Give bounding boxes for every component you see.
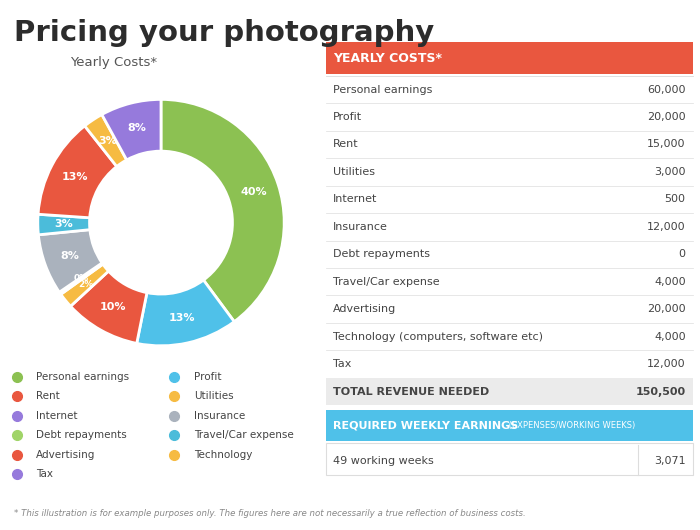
Text: Advertising: Advertising <box>36 449 95 460</box>
Text: 2%: 2% <box>78 279 93 288</box>
Text: Technology (computers, software etc): Technology (computers, software etc) <box>333 332 543 342</box>
Text: YEARLY COSTS*: YEARLY COSTS* <box>333 51 442 65</box>
Text: * This illustration is for example purposes only. The figures here are not neces: * This illustration is for example purpo… <box>14 509 526 518</box>
Text: 12,000: 12,000 <box>647 222 685 232</box>
Text: 13%: 13% <box>62 172 88 182</box>
Text: Debt repayments: Debt repayments <box>36 430 127 440</box>
Text: 20,000: 20,000 <box>647 304 685 314</box>
Text: 0%: 0% <box>74 274 89 283</box>
Text: Travel/Car expense: Travel/Car expense <box>333 277 440 287</box>
Text: 8%: 8% <box>127 123 146 134</box>
Text: 15,000: 15,000 <box>647 139 685 149</box>
Text: Internet: Internet <box>36 411 78 421</box>
Text: 3%: 3% <box>55 219 73 229</box>
Text: 49 working weeks: 49 working weeks <box>333 456 433 466</box>
Text: 60,000: 60,000 <box>647 85 685 94</box>
Bar <box>326 443 693 475</box>
Text: 3%: 3% <box>98 136 117 146</box>
Wedge shape <box>102 100 161 160</box>
Text: 40%: 40% <box>240 187 267 197</box>
Text: 8%: 8% <box>60 251 79 261</box>
Text: (EXPENSES/WORKING WEEKS): (EXPENSES/WORKING WEEKS) <box>505 421 635 430</box>
Text: 20,000: 20,000 <box>647 112 685 122</box>
Text: Debt repayments: Debt repayments <box>333 249 430 259</box>
Text: 10%: 10% <box>100 303 127 313</box>
Text: 4,000: 4,000 <box>654 332 685 342</box>
Wedge shape <box>85 114 127 166</box>
Text: Rent: Rent <box>333 139 358 149</box>
Wedge shape <box>60 263 103 294</box>
Text: 0: 0 <box>678 249 685 259</box>
Text: Profit: Profit <box>333 112 362 122</box>
Bar <box>326 410 693 441</box>
Wedge shape <box>161 100 284 322</box>
Text: 12,000: 12,000 <box>647 359 685 369</box>
Text: Insurance: Insurance <box>194 411 245 421</box>
Wedge shape <box>38 126 117 218</box>
Bar <box>326 378 693 405</box>
Text: Insurance: Insurance <box>333 222 388 232</box>
Wedge shape <box>38 229 102 292</box>
Text: REQUIRED WEEKLY EARNINGS: REQUIRED WEEKLY EARNINGS <box>333 420 518 430</box>
Text: Travel/Car expense: Travel/Car expense <box>194 430 293 440</box>
Text: Advertising: Advertising <box>333 304 396 314</box>
Text: Utilities: Utilities <box>194 391 233 401</box>
Text: TOTAL REVENUE NEEDED: TOTAL REVENUE NEEDED <box>333 386 489 396</box>
Text: Personal earnings: Personal earnings <box>333 85 432 94</box>
Text: 3,000: 3,000 <box>654 167 685 177</box>
Text: Tax: Tax <box>333 359 351 369</box>
Text: Yearly Costs*: Yearly Costs* <box>70 56 157 69</box>
Text: 13%: 13% <box>169 313 195 323</box>
Text: Pricing your photography: Pricing your photography <box>14 19 434 47</box>
Text: Technology: Technology <box>194 449 252 460</box>
Text: 500: 500 <box>665 195 685 205</box>
Text: Rent: Rent <box>36 391 60 401</box>
Text: Tax: Tax <box>36 469 53 479</box>
Text: Internet: Internet <box>333 195 377 205</box>
Wedge shape <box>136 280 234 346</box>
Wedge shape <box>61 264 108 306</box>
Wedge shape <box>71 271 147 343</box>
Wedge shape <box>38 214 90 235</box>
Text: Personal earnings: Personal earnings <box>36 372 129 382</box>
Text: Utilities: Utilities <box>333 167 375 177</box>
Text: 4,000: 4,000 <box>654 277 685 287</box>
Text: Profit: Profit <box>194 372 221 382</box>
Text: 3,071: 3,071 <box>654 456 685 466</box>
Bar <box>326 42 693 74</box>
Text: 150,500: 150,500 <box>636 386 685 396</box>
